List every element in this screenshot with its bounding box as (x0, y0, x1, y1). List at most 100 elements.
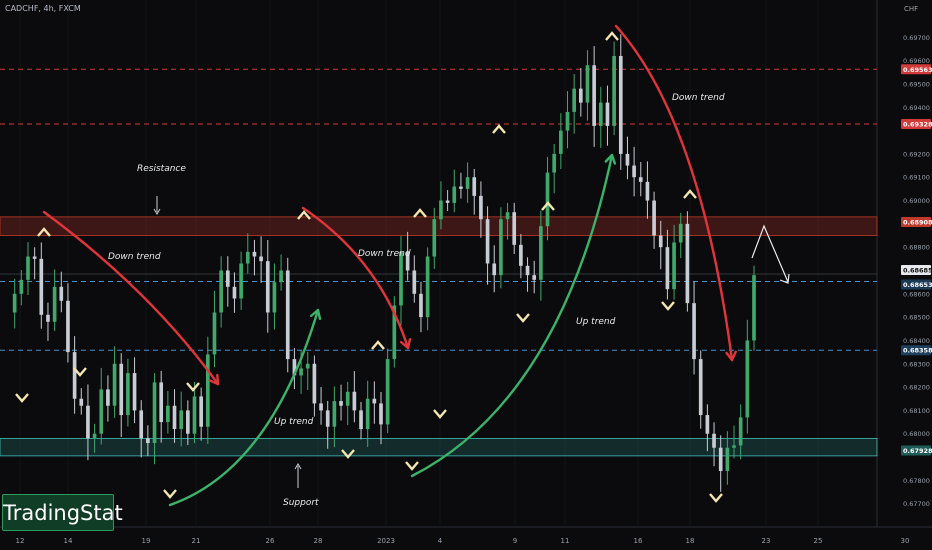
y-tick-label: 0.69400 (903, 104, 930, 112)
bull-candle (332, 401, 337, 427)
bear-candle (512, 212, 517, 245)
bull-candle (152, 382, 157, 444)
bull-candle (439, 200, 443, 220)
price-tag-label: 0.68908 (903, 218, 932, 226)
bull-candle (732, 445, 736, 448)
y-tick-label: 0.68000 (903, 430, 930, 438)
bull-candle (565, 111, 570, 131)
bull-candle (738, 417, 743, 446)
y-tick-label: 0.68400 (903, 337, 930, 345)
down-chevron (405, 461, 419, 471)
bear-candle (665, 247, 670, 290)
support-pointer-head (294, 463, 302, 470)
y-tick-label: 0.69500 (903, 80, 930, 88)
y-tick-label: 0.69600 (903, 57, 930, 65)
down-chevron (186, 382, 200, 392)
bear-candle (578, 88, 583, 103)
bull-candle (12, 293, 17, 313)
bear-candle (132, 373, 137, 411)
up-chevron (371, 340, 385, 350)
price-tag (901, 279, 931, 290)
bull-candle (212, 312, 217, 355)
bear-candle (685, 223, 690, 304)
up-chevron (683, 189, 697, 199)
x-tick-label: 11 (561, 537, 570, 545)
x-tick-label: 26 (266, 537, 275, 545)
up-trend-arrow-head (309, 308, 322, 320)
bull-candle (725, 447, 730, 472)
y-tick-label: 0.68100 (903, 407, 930, 415)
up-trend-arrow (410, 153, 614, 478)
down-trend-label: Down trend (672, 93, 725, 103)
price-tag (901, 264, 931, 275)
bull-candle (272, 282, 277, 313)
bull-candle (205, 354, 210, 427)
bear-candle (352, 391, 357, 411)
bear-candle (532, 275, 537, 280)
x-tick-label: 16 (634, 537, 643, 545)
x-tick-label: 30 (901, 537, 910, 545)
bull-candle (392, 305, 397, 360)
bear-candle (252, 251, 257, 257)
bear-candle (325, 410, 330, 427)
price-tag (901, 345, 931, 356)
tradingstat-logo: TradingStat (2, 494, 123, 531)
y-tick-label: 0.69100 (903, 174, 930, 182)
bear-candle (445, 200, 450, 203)
bear-candle (479, 195, 483, 220)
bear-candle (285, 270, 290, 360)
bear-candle (492, 263, 497, 276)
bull-candle (552, 153, 557, 173)
bull-candle (425, 256, 430, 318)
x-tick-label: 25 (814, 537, 823, 545)
bear-candle (39, 258, 44, 315)
bull-candle (245, 251, 250, 264)
bear-candle (259, 256, 263, 262)
y-tick-label: 0.68200 (903, 384, 930, 392)
down-chevron (341, 449, 355, 459)
bear-candle (592, 65, 596, 126)
bear-candle (692, 303, 696, 360)
down-trend-arrow-head (725, 350, 737, 362)
bull-candle (432, 219, 437, 257)
bull-candle (572, 88, 576, 112)
down-chevron (709, 493, 723, 503)
bull-candle (752, 275, 756, 341)
bull-candle (299, 368, 303, 376)
support-label: Support (283, 498, 319, 508)
bull-candle (179, 410, 184, 430)
bull-candle (505, 212, 510, 220)
bear-candle (632, 165, 636, 178)
bear-candle (412, 270, 417, 294)
y-tick-label: 0.68800 (903, 244, 930, 252)
down-trend-arrow (614, 24, 734, 362)
y-tick-label: 0.67700 (903, 500, 930, 508)
down-trend-arrow (42, 210, 220, 386)
bull-candle (745, 340, 750, 418)
y-tick-label: 0.69000 (903, 197, 930, 205)
down-chevron (661, 301, 675, 311)
bear-candle (359, 410, 363, 430)
currency-label: CHF (904, 5, 918, 13)
up-trend-arrow (168, 308, 320, 507)
bear-candle (225, 270, 230, 287)
bull-candle (239, 263, 243, 299)
bear-candle (86, 405, 90, 439)
bear-candle (419, 293, 423, 318)
bear-candle (525, 265, 530, 276)
bear-candle (72, 352, 77, 399)
bull-candle (26, 256, 30, 280)
bull-candle (672, 242, 676, 290)
down-trend-label: Down trend (358, 249, 411, 259)
bull-candle (452, 186, 457, 203)
bear-candle (46, 314, 50, 322)
down-trend-arrow-head (208, 373, 220, 386)
bear-candle (199, 396, 203, 427)
bear-candle (312, 363, 317, 404)
price-tag-label: 0.68685 (903, 266, 932, 274)
bear-candle (379, 403, 383, 425)
x-tick-label: 4 (438, 537, 443, 545)
